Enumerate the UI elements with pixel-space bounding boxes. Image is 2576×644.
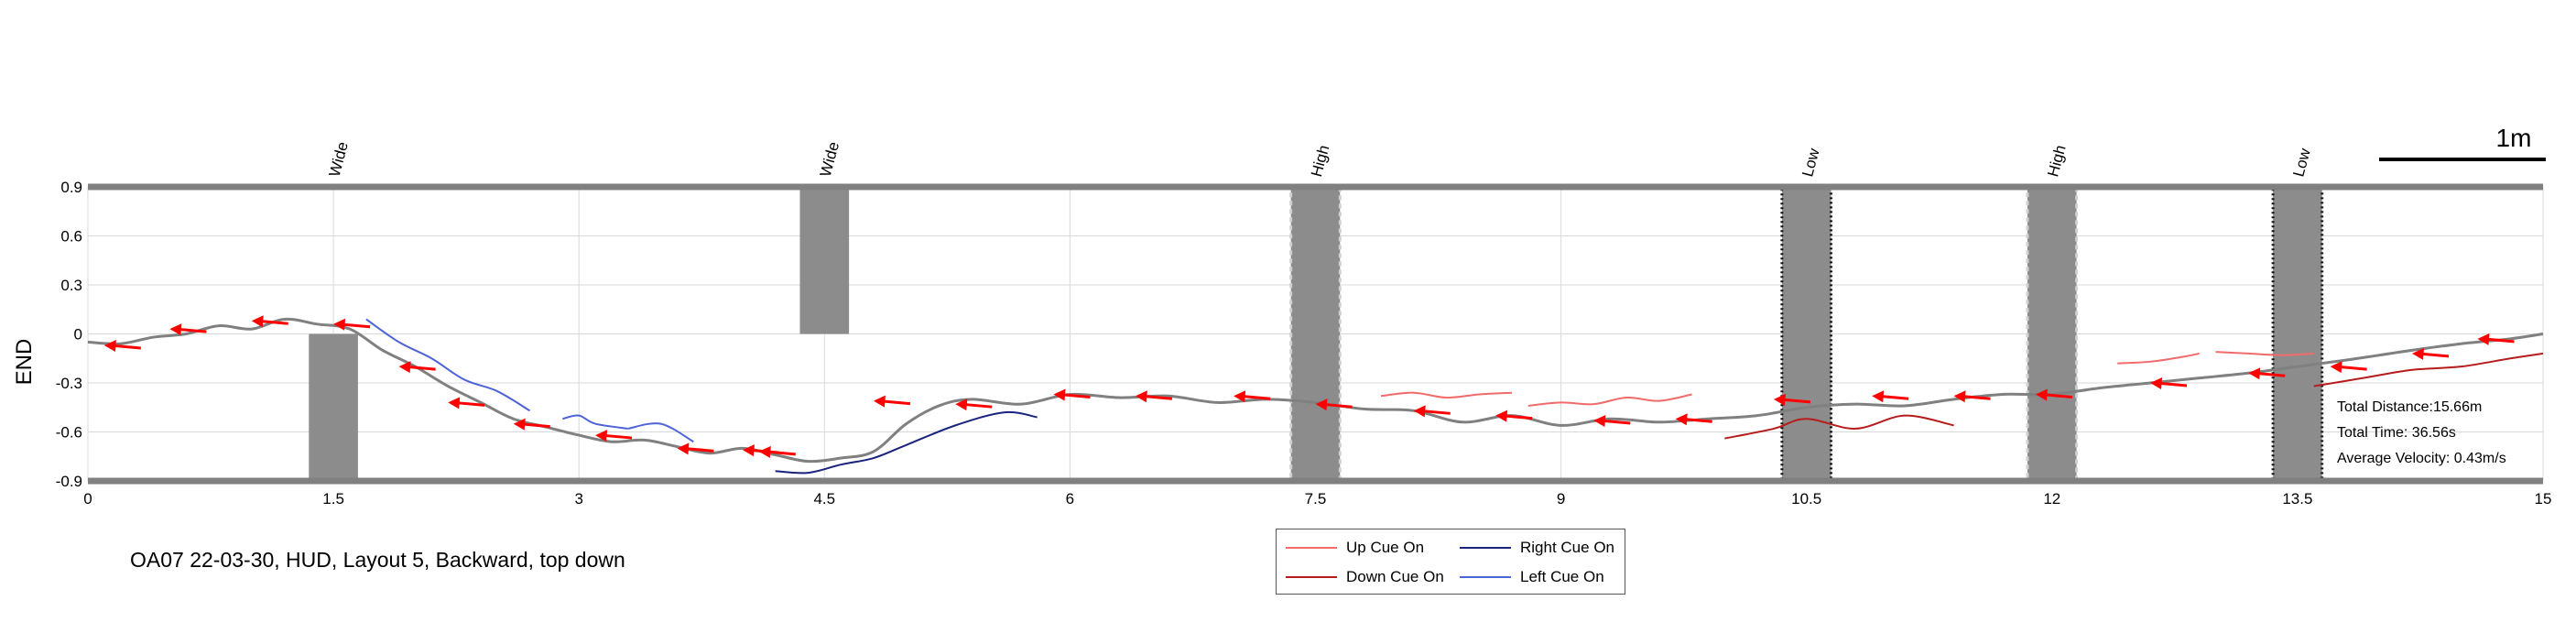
average-velocity: Average Velocity: 0.43m/s: [2337, 451, 2506, 466]
obstacle-label: High: [2044, 143, 2069, 179]
heading-arrow-head: [513, 418, 526, 431]
heading-arrow-head: [2477, 333, 2490, 345]
legend-swatch-left-cue: [1460, 576, 1511, 578]
obstacle-block: [2271, 185, 2324, 483]
y-tick-label: 0.6: [60, 228, 82, 246]
x-tick-label: 1.5: [322, 490, 344, 508]
heading-arrow-head: [873, 395, 886, 408]
legend-item-left-cue: Left Cue On: [1460, 564, 1604, 590]
heading-arrow-head: [1495, 409, 1508, 422]
heading-arrow-head: [677, 442, 690, 455]
obstacle-block: [309, 333, 358, 481]
total-time: Total Time: 36.56s: [2337, 425, 2456, 441]
x-tick-label: 13.5: [2282, 490, 2312, 508]
heading-arrow-head: [448, 397, 461, 409]
x-tick-label: 10.5: [1791, 490, 1821, 508]
x-tick-label: 0: [83, 490, 92, 508]
x-tick-label: 3: [574, 490, 582, 508]
legend-swatch-up-cue: [1286, 547, 1337, 549]
heading-arrow-head: [1413, 405, 1426, 418]
y-axis-label: END: [12, 339, 37, 386]
obstacle-label: High: [1308, 143, 1332, 179]
heading-arrow-head: [333, 318, 346, 331]
legend-item-down-cue: Down Cue On: [1286, 564, 1444, 590]
y-tick-label: 0: [74, 326, 82, 344]
heading-arrow-head: [2248, 367, 2261, 380]
heading-arrow-head: [742, 444, 755, 457]
legend-label-left-cue: Left Cue On: [1520, 568, 1604, 585]
heading-arrow-head: [1953, 390, 1966, 403]
cue-segment-line: [2313, 352, 2544, 387]
legend-swatch-right-cue: [1460, 547, 1511, 549]
heading-arrow-head: [398, 361, 411, 374]
cue-segment-line: [627, 422, 694, 443]
cue-segment-line: [365, 318, 531, 412]
heading-arrow-head: [103, 339, 116, 352]
y-tick-label: -0.9: [56, 473, 82, 490]
cue-segment-line: [562, 414, 628, 430]
legend-item-right-cue: Right Cue On: [1460, 535, 1614, 561]
cue-segment-line: [775, 410, 1038, 475]
obstacle-block: [1780, 185, 1833, 483]
wall-layer: [88, 183, 2543, 485]
scale-bar: 1m: [2379, 124, 2546, 161]
obstacle-block: [2026, 185, 2079, 483]
legend-item-up-cue: Up Cue On: [1286, 535, 1424, 561]
cue-segment-line: [1527, 393, 1692, 407]
x-tick-label: 9: [1557, 490, 1565, 508]
legend-label-right-cue: Right Cue On: [1520, 539, 1614, 556]
x-tick-label: 15: [2535, 490, 2552, 508]
y-tick-label: -0.3: [56, 375, 82, 392]
total-distance: Total Distance:15.66m: [2337, 399, 2482, 415]
heading-arrow-head: [955, 398, 968, 411]
heading-arrow-head: [1315, 398, 1328, 411]
cue-segment-line: [1380, 391, 1513, 399]
obstacle-label: Low: [2289, 146, 2314, 179]
heading-arrow-head: [1675, 413, 1688, 426]
heading-arrow-head: [1872, 390, 1885, 403]
heading-arrow-head: [1053, 388, 1066, 401]
obstacle-layer: Wide Wide High Low High Low: [309, 140, 2324, 483]
legend-label-up-cue: Up Cue On: [1346, 539, 1425, 556]
tick-layer: 0 1.5 3 4.5 6 7.5 9 10.5 12 13.5 15 0.9 0.6 0.3 0 -0.3 -…: [56, 179, 2552, 508]
obstacle-block: [799, 187, 850, 334]
stats-box: Total Distance:15.66m Total Time: 36.56s…: [2337, 399, 2506, 466]
legend: Up Cue On Right Cue On Down Cue On Left …: [1276, 529, 1625, 595]
y-tick-label: -0.6: [56, 424, 82, 442]
legend-swatch-down-cue: [1286, 576, 1337, 578]
heading-arrow-head: [2330, 361, 2342, 374]
heading-arrow-head: [1773, 393, 1786, 406]
x-tick-label: 6: [1066, 490, 1074, 508]
cue-layer: [365, 318, 2544, 475]
cue-segment-line: [2215, 351, 2314, 356]
scale-bar-label: 1m: [2496, 124, 2532, 152]
heading-arrow-head: [2150, 377, 2163, 389]
x-tick-label: 4.5: [813, 490, 835, 508]
heading-arrow-head: [1593, 415, 1606, 428]
heading-arrow-head: [1234, 390, 1246, 403]
obstacle-label: Low: [1799, 146, 1823, 179]
heading-arrow-head: [169, 323, 182, 336]
arrow-layer: [103, 315, 2515, 458]
heading-arrow-head: [2035, 388, 2048, 401]
obstacle-label: Wide: [817, 140, 842, 179]
cue-segment-line: [1724, 414, 1954, 440]
heading-arrow-head: [2412, 347, 2425, 360]
y-tick-label: 0.3: [60, 277, 82, 294]
heading-arrow-head: [595, 430, 608, 442]
obstacle-block: [1289, 185, 1342, 483]
x-tick-label: 12: [2043, 490, 2060, 508]
legend-label-down-cue: Down Cue On: [1346, 568, 1444, 585]
obstacle-label: Wide: [326, 140, 352, 179]
x-tick-label: 7.5: [1305, 490, 1327, 508]
figure-caption: OA07 22-03-30, HUD, Layout 5, Backward, …: [130, 548, 625, 572]
cue-segment-line: [2117, 352, 2200, 365]
y-tick-label: 0.9: [60, 179, 82, 196]
heading-arrow-head: [1135, 390, 1147, 403]
heading-arrow-head: [251, 315, 264, 328]
